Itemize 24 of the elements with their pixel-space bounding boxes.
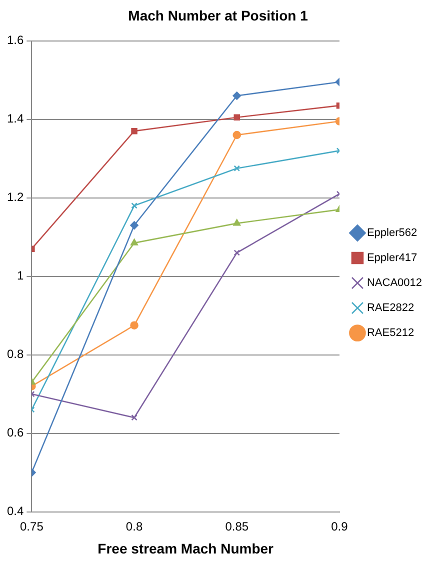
y-tick-label: 0.8	[6, 347, 24, 362]
y-tick-label: 0.6	[6, 426, 24, 440]
chart-title: Mach Number at Position 1	[128, 7, 308, 24]
point	[234, 165, 240, 172]
x-axis-title: Free stream Mach Number	[98, 540, 274, 556]
y-tick-label: 1.2	[6, 190, 24, 204]
legend-label: RAE2822	[366, 302, 414, 314]
point	[234, 114, 240, 120]
point	[131, 128, 138, 134]
point	[234, 250, 240, 256]
point	[131, 414, 138, 421]
y-tick-label: 1	[16, 268, 24, 283]
x-tick-label: 0.75	[20, 519, 44, 534]
y-tick-label: 0.4	[6, 504, 24, 518]
x-tick-label: 0.85	[225, 519, 249, 534]
x-tick-label: 0.8	[126, 519, 143, 534]
legend-label: Eppler562	[366, 227, 418, 240]
point	[131, 202, 138, 209]
legend-label: RAE5212	[366, 327, 414, 340]
legend-label: Eppler417	[366, 252, 418, 264]
x-tick-label: 0.9	[331, 519, 348, 534]
y-tick-label: 1.4	[6, 112, 24, 126]
y-tick-label: 1.6	[6, 33, 24, 48]
legend-label: NACA0012	[366, 277, 422, 290]
